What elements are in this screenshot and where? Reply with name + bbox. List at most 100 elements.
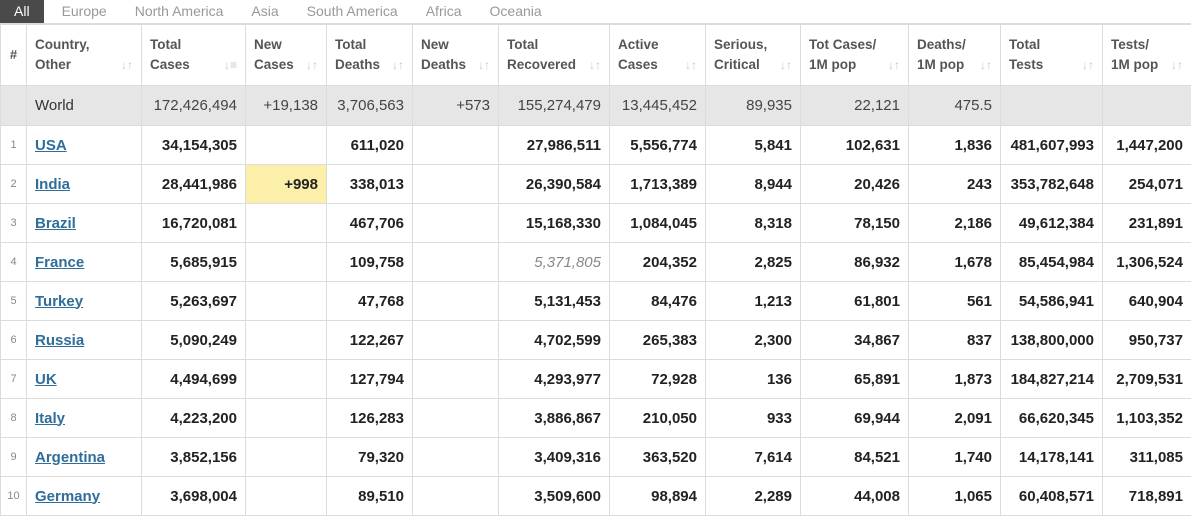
table-row: 6 Russia 5,090,249 122,267 4,702,599 265,383 2… bbox=[0, 320, 1191, 360]
column-header[interactable]: New Cases ↓↑ bbox=[245, 24, 327, 86]
column-header-label: Critical bbox=[714, 57, 760, 72]
region-tabs: All Europe North America Asia South Amer… bbox=[0, 0, 1191, 24]
column-header[interactable]: Total Tests ↓↑ bbox=[1000, 24, 1103, 86]
column-header[interactable]: Tot Cases/1M pop ↓↑ bbox=[800, 24, 909, 86]
tab-all[interactable]: All bbox=[0, 0, 44, 23]
tab-north-america[interactable]: North America bbox=[134, 3, 224, 19]
table-cell: 3,509,600 bbox=[498, 476, 610, 516]
column-header[interactable]: Total Deaths ↓↑ bbox=[326, 24, 413, 86]
table-cell: 4,702,599 bbox=[498, 320, 610, 360]
table-cell: 718,891 bbox=[1102, 476, 1191, 516]
country-link[interactable]: Russia bbox=[35, 331, 85, 349]
sort-icon[interactable]: ↓↑ bbox=[888, 58, 900, 72]
column-header[interactable]: Country, Other ↓↑ bbox=[26, 24, 142, 86]
sort-icon[interactable]: ↓↑ bbox=[392, 58, 404, 72]
table-cell: 1,678 bbox=[908, 242, 1001, 282]
table-row: 7 UK 4,494,699 127,794 4,293,977 72,928 136 65,… bbox=[0, 359, 1191, 399]
country-link[interactable]: USA bbox=[35, 136, 67, 154]
table-cell: 89,510 bbox=[326, 476, 413, 516]
column-header-label: Active bbox=[618, 37, 659, 52]
country-link[interactable]: UK bbox=[35, 370, 57, 388]
table-cell: 4,223,200 bbox=[141, 398, 246, 438]
table-cell: 136 bbox=[705, 359, 801, 399]
table-cell: 8,944 bbox=[705, 164, 801, 204]
table-cell: 72,928 bbox=[609, 359, 706, 399]
table-cell bbox=[245, 242, 327, 282]
tab-africa[interactable]: Africa bbox=[425, 3, 462, 19]
column-header[interactable]: New Deaths ↓↑ bbox=[412, 24, 499, 86]
column-header[interactable]: Active Cases ↓↑ bbox=[609, 24, 706, 86]
table-cell: 4,293,977 bbox=[498, 359, 610, 399]
table-cell: 353,782,648 bbox=[1000, 164, 1103, 204]
table-row: 1 USA 34,154,305 611,020 27,986,511 5,556,774… bbox=[0, 125, 1191, 165]
table-cell bbox=[1000, 85, 1103, 126]
row-rank: 5 bbox=[0, 281, 27, 321]
table-cell: 1,306,524 bbox=[1102, 242, 1191, 282]
sort-icon[interactable]: ↓↑ bbox=[306, 58, 318, 72]
table-cell: 1,740 bbox=[908, 437, 1001, 477]
country-link[interactable]: Argentina bbox=[35, 448, 106, 466]
table-cell: 5,371,805 bbox=[498, 242, 610, 282]
sort-icon[interactable]: ↓↑ bbox=[980, 58, 992, 72]
sort-icon[interactable]: ↓↑ bbox=[1171, 58, 1183, 72]
column-header-label: New bbox=[421, 37, 449, 52]
column-header[interactable]: # bbox=[0, 24, 27, 86]
sort-icon[interactable]: ↓↑ bbox=[478, 58, 490, 72]
row-rank: 10 bbox=[0, 476, 27, 516]
table-cell: 8,318 bbox=[705, 203, 801, 243]
table-cell: 126,283 bbox=[326, 398, 413, 438]
column-header[interactable]: Tests/1M pop ↓↑ bbox=[1102, 24, 1191, 86]
table-cell: +998 bbox=[245, 164, 327, 204]
column-header-label: Serious, bbox=[714, 37, 768, 52]
country-link[interactable]: Brazil bbox=[35, 214, 76, 232]
table-cell: 49,612,384 bbox=[1000, 203, 1103, 243]
table-cell: 254,071 bbox=[1102, 164, 1191, 204]
world-row: World 172,426,494 +19,138 3,706,563 +573 155,… bbox=[0, 85, 1191, 126]
table-cell: 78,150 bbox=[800, 203, 909, 243]
country-link[interactable]: France bbox=[35, 253, 85, 271]
country-cell: Argentina bbox=[26, 437, 142, 477]
sort-icon[interactable]: ↓↑ bbox=[121, 58, 133, 72]
country-link[interactable]: Turkey bbox=[35, 292, 84, 310]
sort-icon[interactable]: ↓↑ bbox=[780, 58, 792, 72]
column-header[interactable]: Total Cases ↓≡ bbox=[141, 24, 246, 86]
country-link[interactable]: India bbox=[35, 175, 71, 193]
table-cell: 204,352 bbox=[609, 242, 706, 282]
table-row: 8 Italy 4,223,200 126,283 3,886,867 210,050 93… bbox=[0, 398, 1191, 438]
table-cell: 84,476 bbox=[609, 281, 706, 321]
table-cell: 1,213 bbox=[705, 281, 801, 321]
tab-asia[interactable]: Asia bbox=[251, 3, 279, 19]
column-header[interactable]: Deaths/1M pop ↓↑ bbox=[908, 24, 1001, 86]
table-cell: 27,986,511 bbox=[498, 125, 610, 165]
column-header-label: Country, bbox=[35, 37, 90, 52]
table-cell: 98,894 bbox=[609, 476, 706, 516]
table-cell: 16,720,081 bbox=[141, 203, 246, 243]
table-cell: 66,620,345 bbox=[1000, 398, 1103, 438]
tab-oceania[interactable]: Oceania bbox=[489, 3, 542, 19]
column-header[interactable]: Total Recovered ↓↑ bbox=[498, 24, 610, 86]
tab-europe[interactable]: Europe bbox=[61, 3, 107, 19]
country-cell: Germany bbox=[26, 476, 142, 516]
tab-south-america[interactable]: South America bbox=[306, 3, 398, 19]
column-header-label: Deaths bbox=[421, 57, 467, 72]
table-cell: 481,607,993 bbox=[1000, 125, 1103, 165]
table-cell: 7,614 bbox=[705, 437, 801, 477]
country-link[interactable]: Italy bbox=[35, 409, 66, 427]
table-cell: 3,698,004 bbox=[141, 476, 246, 516]
table-cell: 138,800,000 bbox=[1000, 320, 1103, 360]
table-cell: 26,390,584 bbox=[498, 164, 610, 204]
column-header[interactable]: Serious, Critical ↓↑ bbox=[705, 24, 801, 86]
sort-icon[interactable]: ↓↑ bbox=[589, 58, 601, 72]
table-cell: 2,825 bbox=[705, 242, 801, 282]
sort-icon[interactable]: ↓↑ bbox=[685, 58, 697, 72]
country-link[interactable]: Germany bbox=[35, 487, 101, 505]
table-cell: 85,454,984 bbox=[1000, 242, 1103, 282]
table-cell: 60,408,571 bbox=[1000, 476, 1103, 516]
table-cell: 79,320 bbox=[326, 437, 413, 477]
sort-icon[interactable]: ↓↑ bbox=[1082, 58, 1094, 72]
table-cell bbox=[412, 242, 499, 282]
table-cell: 84,521 bbox=[800, 437, 909, 477]
table-cell: 2,289 bbox=[705, 476, 801, 516]
table-cell: +573 bbox=[412, 85, 499, 126]
sort-desc-icon[interactable]: ↓≡ bbox=[223, 58, 237, 72]
